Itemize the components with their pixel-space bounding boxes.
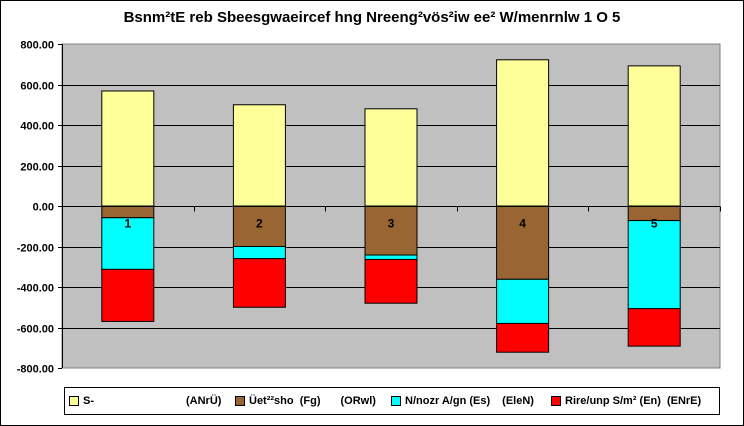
legend-item: S- (ANrÜ): [69, 388, 221, 414]
bar-segment: [496, 322, 550, 353]
legend-label: S-: [83, 395, 94, 407]
bar-segment: [101, 217, 155, 270]
y-tick-label: -600.00: [17, 324, 54, 336]
legend-item: N/nozr A/gn (Es) (EleN): [391, 388, 534, 414]
bar-segment: [232, 104, 286, 207]
legend-unit: (ORwl): [340, 395, 376, 407]
legend: S- (ANrÜ) Üet²²sho (Fg) (ORwl) N/nozr A/gn (…: [64, 387, 720, 415]
bar-segment: [101, 268, 155, 322]
category-label: 5: [651, 217, 658, 231]
bar-segment: [364, 258, 418, 304]
bar-segment: [627, 308, 681, 347]
legend-swatch: [551, 396, 561, 406]
legend-unit: (ANrÜ): [186, 395, 222, 407]
legend-item: Rire/unp S/m² (En) (ENrE): [551, 388, 701, 414]
legend-label: N/nozr A/gn (Es): [405, 395, 491, 407]
legend-item: Üet²²sho (Fg) (ORwl): [235, 388, 376, 414]
bar-segment: [232, 205, 286, 247]
legend-label: Rire/unp S/m² (En): [565, 395, 661, 407]
legend-unit: (EleN): [502, 395, 534, 407]
bar-segment: [627, 65, 681, 207]
y-tick-label: -400.00: [17, 283, 54, 295]
y-tick-label: 600.00: [20, 81, 54, 93]
legend-label: Üet²²sho (Fg): [249, 395, 321, 407]
bar-segment: [364, 108, 418, 207]
chart-title: Bsnm²tE reb Sbeesgwaeircef hng Nreeng²vö…: [123, 9, 621, 26]
y-tick-label: 400.00: [20, 121, 54, 133]
bar-segment: [496, 278, 550, 324]
category-label: 3: [388, 217, 395, 231]
y-tick-label: 0.00: [33, 202, 54, 214]
y-tick-label: -800.00: [17, 364, 54, 376]
legend-unit: (ENrE): [666, 395, 702, 407]
bar-segment: [364, 205, 418, 256]
y-tick-label: -200.00: [17, 243, 54, 255]
legend-swatch: [235, 396, 245, 406]
legend-swatch: [391, 396, 401, 406]
y-tick-label: 200.00: [20, 162, 54, 174]
bar-segment: [496, 205, 550, 280]
category-label: 2: [256, 217, 263, 231]
bar-segment: [232, 258, 286, 308]
category-label: 1: [124, 217, 131, 231]
y-tick-label: 800.00: [20, 40, 54, 52]
bar-segment: [232, 246, 286, 260]
bar-segment: [364, 254, 418, 260]
bar-segment: [627, 220, 681, 310]
legend-swatch: [69, 396, 79, 406]
category-label: 4: [519, 217, 526, 231]
bar-segment: [496, 59, 550, 207]
bar-segment: [101, 90, 155, 207]
